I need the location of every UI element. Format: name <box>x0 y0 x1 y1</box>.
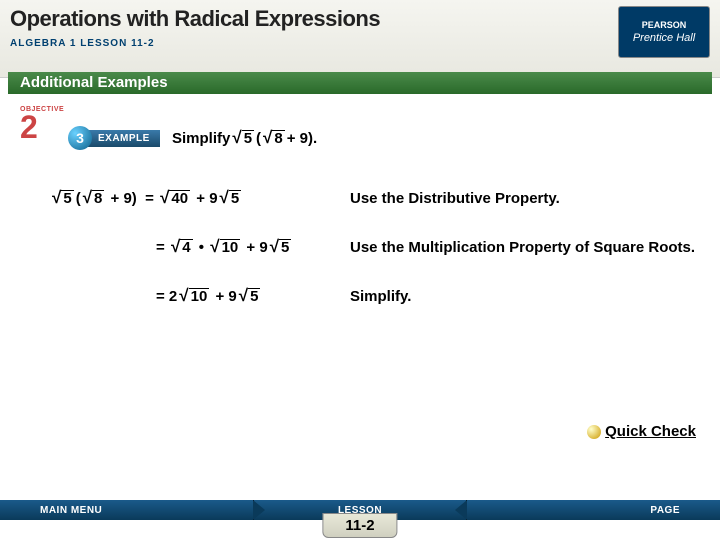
quick-check-link[interactable]: Quick Check <box>587 423 696 440</box>
step-explanation: Use the Multiplication Property of Squar… <box>350 239 700 256</box>
objective-number: 2 <box>20 113 64 141</box>
example-badge: 3 EXAMPLE <box>68 126 160 150</box>
page-number-tab[interactable]: 11-2 <box>322 513 397 538</box>
sqrt-icon: √5 <box>220 190 242 207</box>
publisher-logo: PEARSON Prentice Hall <box>618 6 710 58</box>
sqrt-icon: √8 <box>83 190 105 207</box>
page-title: Operations with Radical Expressions <box>10 6 618 32</box>
page-button[interactable]: PAGE <box>467 500 720 520</box>
problem-statement: Simplify √5 ( √8 + 9). <box>172 130 317 147</box>
sqrt-icon: √10 <box>179 288 209 305</box>
content-area: OBJECTIVE 2 3 EXAMPLE Simplify √5 ( √8 +… <box>0 100 720 500</box>
example-number: 3 <box>68 126 92 150</box>
quick-check-icon <box>587 425 601 439</box>
step-row: = 2 √10 + 9 √5 Simplify. <box>50 288 700 305</box>
sqrt-icon: √10 <box>210 239 240 256</box>
triangle-left-icon <box>253 500 265 520</box>
problem-suffix: + 9). <box>287 130 317 147</box>
sqrt-icon: √8 <box>263 130 285 147</box>
example-label: EXAMPLE <box>84 130 160 147</box>
logo-prentice: Prentice Hall <box>633 32 695 44</box>
logo-pearson: PEARSON <box>642 20 687 30</box>
sqrt-icon: √5 <box>270 239 292 256</box>
sqrt-icon: √40 <box>160 190 190 207</box>
step-math: = 2 √10 + 9 √5 <box>50 288 350 305</box>
additional-examples-bar: Additional Examples <box>8 72 712 94</box>
sqrt-icon: √5 <box>239 288 261 305</box>
step-explanation: Use the Distributive Property. <box>350 190 700 207</box>
triangle-right-icon <box>455 500 467 520</box>
step-explanation: Simplify. <box>350 288 700 305</box>
step-row: = √4 • √10 + 9 √5 Use the Multiplication… <box>50 239 700 256</box>
footer: MAIN MENU LESSON PAGE 11-2 <box>0 500 720 540</box>
header: Operations with Radical Expressions ALGE… <box>0 0 720 78</box>
step-math: = √4 • √10 + 9 √5 <box>50 239 350 256</box>
step-row: √5 ( √8 + 9) = √40 + 9 √5 Use the Distri… <box>50 190 700 207</box>
sqrt-icon: √4 <box>171 239 193 256</box>
step-math: √5 ( √8 + 9) = √40 + 9 √5 <box>50 190 350 207</box>
objective-badge: OBJECTIVE 2 <box>20 106 64 141</box>
header-text: Operations with Radical Expressions ALGE… <box>10 6 618 49</box>
solution-steps: √5 ( √8 + 9) = √40 + 9 √5 Use the Distri… <box>50 190 700 337</box>
main-menu-button[interactable]: MAIN MENU <box>0 500 254 520</box>
lesson-subtitle: ALGEBRA 1 LESSON 11-2 <box>10 38 618 49</box>
sqrt-icon: √5 <box>52 190 74 207</box>
sqrt-icon: √5 <box>232 130 254 147</box>
problem-prefix: Simplify <box>172 130 230 147</box>
